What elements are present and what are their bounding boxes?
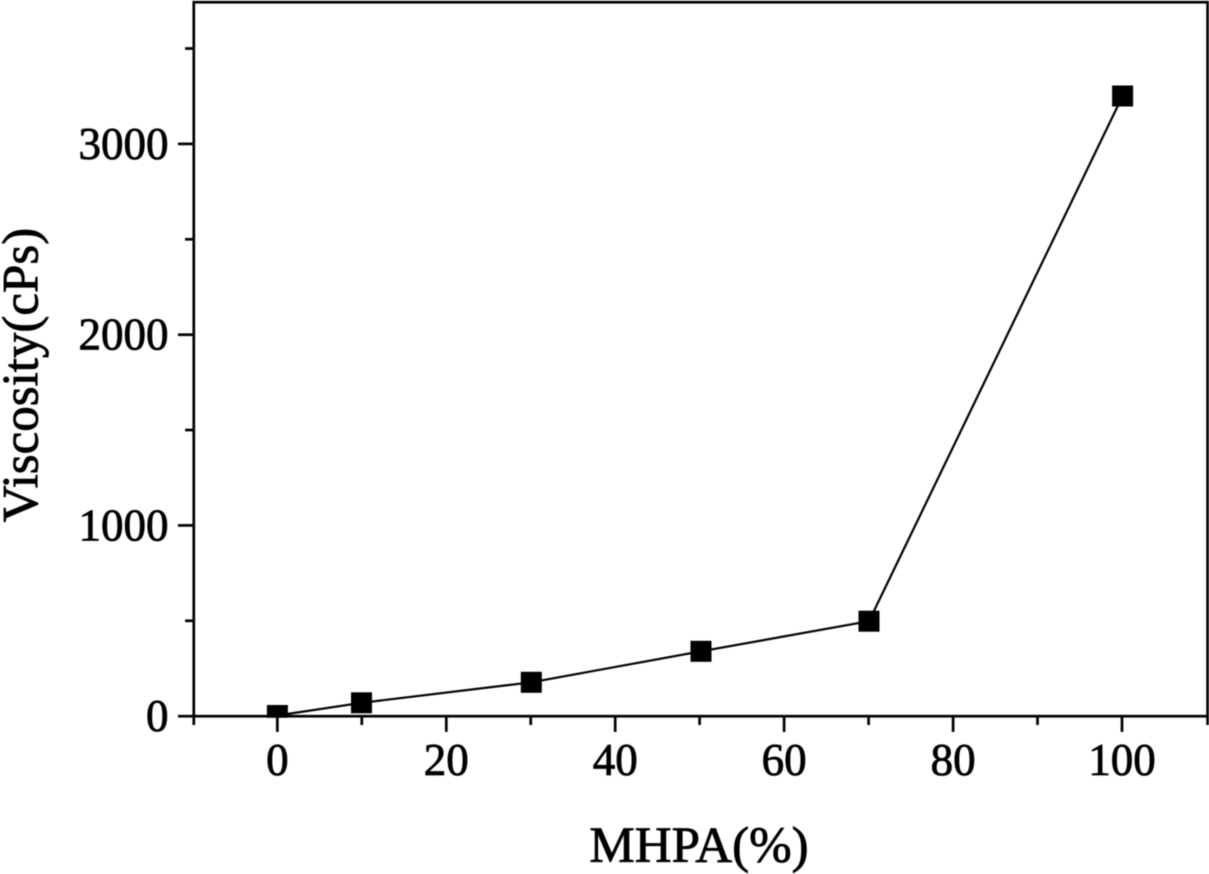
svg-text:0: 0 — [146, 691, 169, 741]
svg-text:80: 80 — [931, 735, 976, 785]
svg-text:100: 100 — [1088, 735, 1156, 785]
svg-text:40: 40 — [593, 735, 638, 785]
svg-text:3000: 3000 — [79, 119, 169, 169]
svg-text:20: 20 — [424, 735, 469, 785]
svg-text:MHPA(%): MHPA(%) — [589, 818, 808, 874]
svg-text:1000: 1000 — [79, 500, 169, 550]
svg-text:0: 0 — [266, 735, 289, 785]
svg-text:2000: 2000 — [79, 310, 169, 360]
svg-text:Viscosity(cPs): Viscosity(cPs) — [0, 228, 50, 522]
svg-text:60: 60 — [762, 735, 807, 785]
